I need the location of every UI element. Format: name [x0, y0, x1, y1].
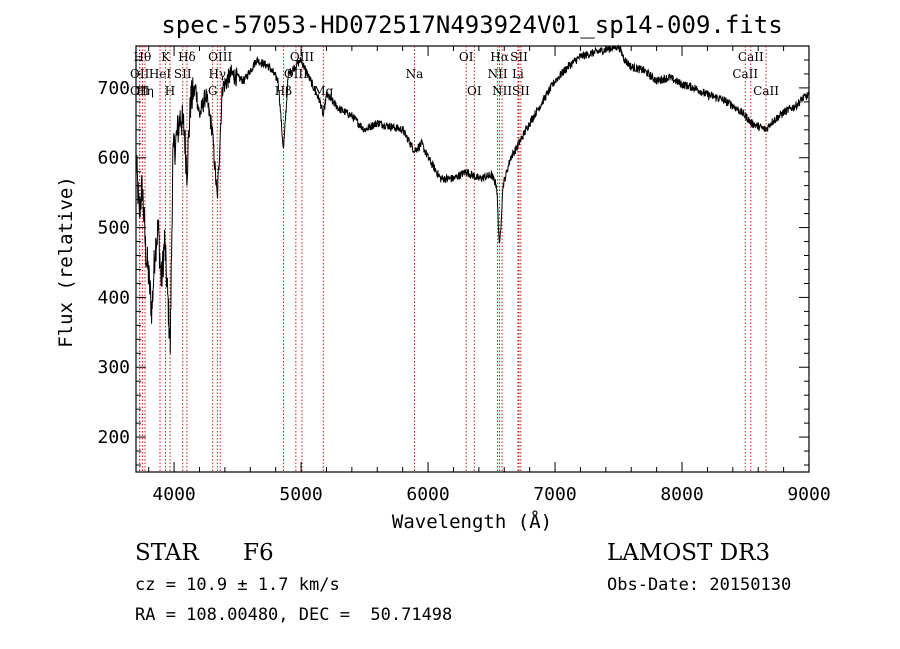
survey-name: LAMOST DR3 [607, 540, 770, 566]
x-axis-ticks: 4000 5000 6000 7000 8000 9000 [148, 46, 831, 505]
y-tick-label-3: 500 [97, 218, 130, 239]
y-axis-label: Flux (relative) [55, 176, 77, 348]
y-tick-label-1: 300 [97, 357, 130, 378]
x-tick-label-4: 8000 [660, 484, 703, 505]
spectrum-line-0 [135, 44, 810, 354]
line-marker-label-9: G [208, 84, 218, 98]
line-marker-label-3: Hη [136, 84, 154, 98]
line-marker-label-27: CaII [753, 84, 779, 98]
x-axis-label: Wavelength (Å) [392, 510, 552, 533]
line-markers [139, 46, 767, 472]
line-marker-label-25: CaII [732, 67, 758, 81]
line-marker-label-4: HeI [149, 67, 172, 81]
y-tick-label-2: 400 [97, 287, 130, 308]
plot-frame [135, 45, 810, 473]
line-marker-label-12: Hβ [275, 84, 292, 98]
obs-date: Obs-Date: 20150130 [607, 575, 791, 595]
line-marker-label-22: Li [512, 67, 524, 81]
line-marker-label-24: SII [512, 84, 530, 98]
line-marker-label-6: H [165, 84, 175, 98]
x-tick-label-1: 5000 [279, 484, 322, 505]
star-subclass: F6 [243, 540, 274, 566]
x-tick-label-0: 4000 [152, 484, 195, 505]
plot-border [135, 45, 810, 473]
line-marker-label-26: CaII [738, 50, 764, 64]
line-marker-label-17: OI [459, 50, 474, 64]
line-marker-label-8: Hδ [178, 50, 196, 64]
line-marker-label-0: Hθ [133, 50, 151, 64]
line-marker-label-18: OI [467, 84, 482, 98]
y-tick-label-4: 600 [97, 148, 130, 169]
line-marker-label-10: Hγ [208, 67, 226, 81]
y-axis-ticks: 200 300 400 500 600 700 [97, 59, 809, 466]
line-marker-label-11: OIII [208, 50, 232, 64]
chart-title: spec-57053-HD072517N493924V01_sp14-009.f… [161, 11, 782, 39]
redshift-cz: cz = 10.9 ± 1.7 km/s [135, 575, 340, 595]
line-marker-label-20: Hα [490, 50, 509, 64]
y-tick-label-5: 700 [97, 78, 130, 99]
line-marker-label-16: Na [406, 67, 424, 81]
star-class: STAR [135, 540, 199, 566]
line-marker-labels: HθOIIOIIHηHeIKHSIIHδGHγOIIIHβOIIIOIIIMgN… [130, 50, 779, 98]
x-tick-label-5: 9000 [787, 484, 830, 505]
line-marker-label-5: K [161, 50, 171, 64]
line-marker-label-14: OIII [290, 50, 314, 64]
line-marker-label-7: SII [174, 67, 192, 81]
y-tick-label-0: 200 [97, 427, 130, 448]
line-marker-label-19: NII [488, 67, 508, 81]
x-tick-label-2: 6000 [406, 484, 449, 505]
line-marker-label-23: SII [510, 50, 528, 64]
spectrum-series [135, 44, 810, 354]
line-marker-label-21: NII [492, 84, 512, 98]
ra-dec-coordinates: RA = 108.00480, DEC = 50.71498 [135, 605, 452, 625]
x-tick-label-3: 7000 [533, 484, 576, 505]
